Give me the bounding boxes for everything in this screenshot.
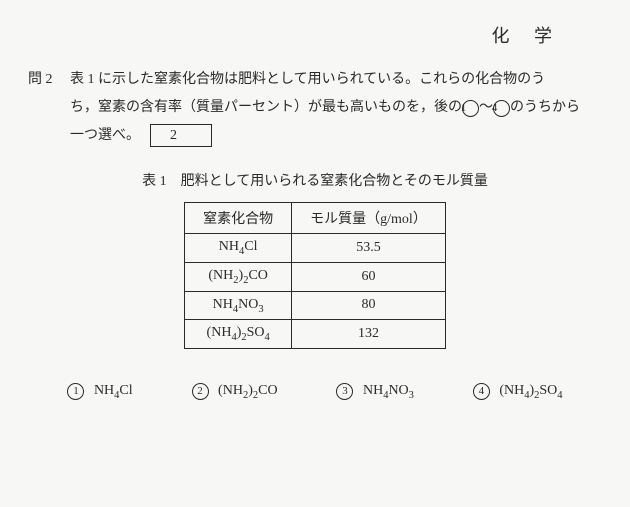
compound-table: 窒素化合物 モル質量（g/mol） NH4Cl 53.5 (NH2)2CO 60…: [184, 202, 446, 349]
cell-mass: 132: [292, 320, 446, 349]
cell-mass: 80: [292, 291, 446, 320]
cell-mass: 53.5: [292, 234, 446, 263]
choice-3[interactable]: 3 NH4NO3: [336, 383, 413, 401]
cell-formula: NH4NO3: [185, 291, 292, 320]
answer-number-box: 2: [150, 124, 212, 147]
choice-number-icon: 1: [67, 383, 84, 400]
question-line-2: ち，窒素の含有率（質量パーセント）が最も高いものを，後の1～4のうちから: [28, 94, 602, 122]
cell-mass: 60: [292, 262, 446, 291]
table-header-row: 窒素化合物 モル質量（g/mol）: [185, 203, 446, 234]
question-text-2a: ち，窒素の含有率（質量パーセント）が最も高いものを，後の: [70, 100, 462, 115]
subject-title: 化 学: [28, 22, 602, 48]
choice-number-icon: 2: [192, 383, 209, 400]
choice-1[interactable]: 1 NH4Cl: [67, 383, 132, 401]
question-line-3: 一つ選べ。 2: [28, 122, 602, 150]
choice-formula: NH4NO3: [363, 383, 414, 398]
question-label: 問 2: [28, 72, 53, 87]
question-text-1: 表 1 に示した窒素化合物は肥料として用いられている。これらの化合物のう: [56, 72, 545, 87]
option-circle-low: 1: [462, 100, 479, 117]
choice-formula: (NH4)2SO4: [499, 383, 562, 398]
table-header-compound: 窒素化合物: [185, 203, 292, 234]
option-circle-high: 4: [493, 100, 510, 117]
table-row: (NH2)2CO 60: [185, 262, 446, 291]
question-text-2b: ～: [479, 100, 493, 115]
table-row: NH4NO3 80: [185, 291, 446, 320]
cell-formula: (NH2)2CO: [185, 262, 292, 291]
choice-4[interactable]: 4 (NH4)2SO4: [473, 383, 563, 401]
table-row: (NH4)2SO4 132: [185, 320, 446, 349]
question-line-1: 問 2 表 1 に示した窒素化合物は肥料として用いられている。これらの化合物のう: [28, 66, 602, 94]
question-block: 問 2 表 1 に示した窒素化合物は肥料として用いられている。これらの化合物のう…: [28, 66, 602, 150]
question-text-2c: のうちから: [510, 100, 580, 115]
choice-formula: (NH2)2CO: [218, 383, 278, 398]
choice-number-icon: 4: [473, 383, 490, 400]
answer-choices: 1 NH4Cl 2 (NH2)2CO 3 NH4NO3 4 (NH4)2SO4: [28, 383, 602, 401]
question-text-3: 一つ選べ。: [70, 128, 140, 143]
choice-2[interactable]: 2 (NH2)2CO: [192, 383, 278, 401]
choice-formula: NH4Cl: [94, 383, 133, 398]
cell-formula: NH4Cl: [185, 234, 292, 263]
table-row: NH4Cl 53.5: [185, 234, 446, 263]
table-header-mass: モル質量（g/mol）: [292, 203, 446, 234]
choice-number-icon: 3: [336, 383, 353, 400]
table-caption: 表 1 肥料として用いられる窒素化合物とそのモル質量: [28, 170, 602, 190]
cell-formula: (NH4)2SO4: [185, 320, 292, 349]
exam-page: 化 学 問 2 表 1 に示した窒素化合物は肥料として用いられている。これらの化…: [0, 0, 630, 421]
